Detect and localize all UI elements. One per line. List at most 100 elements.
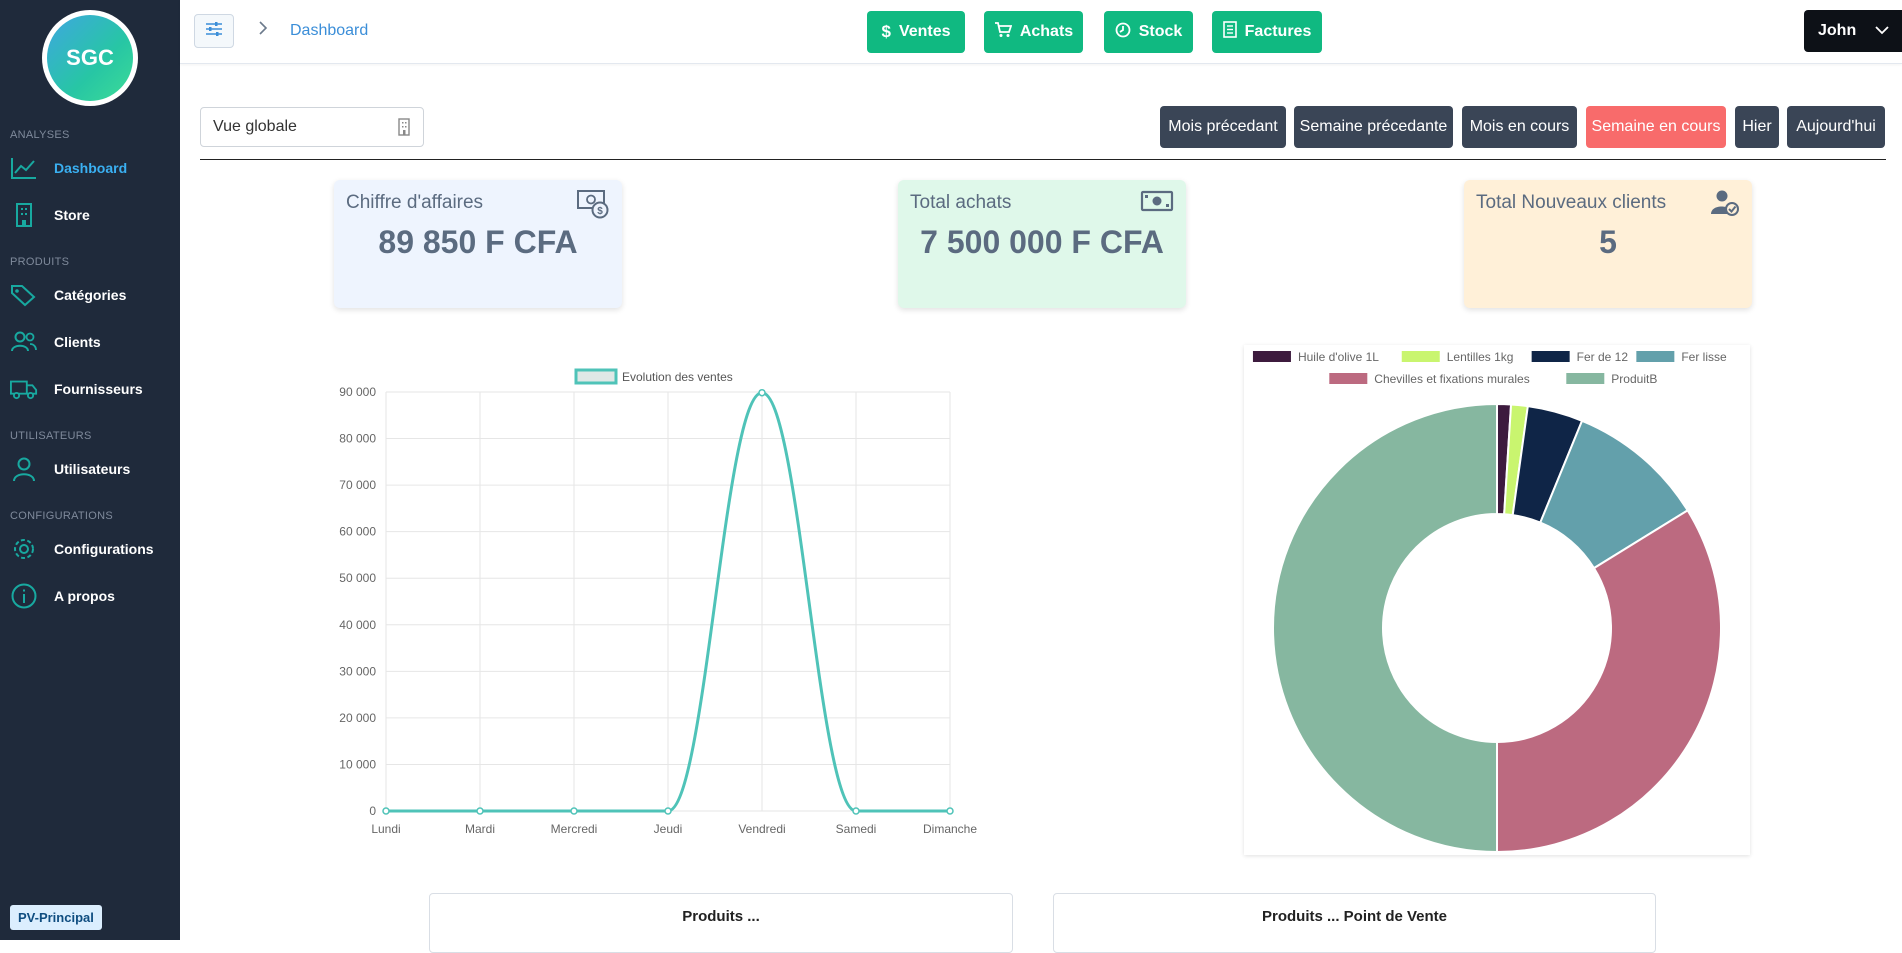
sidebar-item-dashboard[interactable]: Dashboard (0, 150, 180, 186)
data-point (758, 388, 766, 397)
sidebar-item-label: Fournisseurs (54, 381, 143, 397)
bottom-card-title: Produits ... (682, 908, 760, 925)
period-aujourdhui-button[interactable]: Aujourd'hui (1787, 106, 1885, 148)
period-mois-precedant-button[interactable]: Mois précedant (1160, 106, 1286, 148)
legend-swatch (1329, 373, 1368, 384)
divider (200, 159, 1886, 160)
donut-slice[interactable] (1272, 402, 1498, 854)
invoice-icon (1222, 21, 1237, 43)
tags-icon (10, 281, 38, 309)
bottom-card-produits: Produits ... (429, 893, 1013, 953)
y-tick-label: 50 000 (339, 571, 376, 585)
y-tick-label: 80 000 (339, 432, 376, 446)
chart-legend: Huile d'olive 1L Lentilles 1kg Fer de 12 Fe… (1252, 350, 1727, 386)
section-configurations: CONFIGURATIONS (10, 510, 113, 522)
section-analyses: ANALYSES (10, 129, 70, 141)
achats-button[interactable]: Achats (984, 11, 1083, 53)
logo-text: SGC (47, 15, 133, 101)
legend-swatch (574, 368, 618, 385)
user-menu-button[interactable]: John (1804, 10, 1902, 52)
achats-label: Achats (1019, 23, 1074, 40)
data-point (664, 807, 672, 815)
sidebar-toggle-button[interactable] (194, 14, 234, 48)
sidebar-item-configurations[interactable]: Configurations (0, 531, 180, 567)
products-donut-chart: Huile d'olive 1L Lentilles 1kg Fer de 12 Fe… (1252, 350, 1727, 854)
view-select[interactable]: Vue globale (200, 107, 424, 147)
y-tick-label: 40 000 (339, 618, 376, 632)
chevron-right-icon (258, 20, 268, 41)
x-tick-label: Jeudi (654, 822, 683, 836)
x-tick-label: Lundi (371, 822, 400, 836)
card-value: 5 (1599, 224, 1617, 260)
card-chiffre-affaires: Chiffre d'affaires 89 850 F CFA $ (334, 180, 622, 308)
x-tick-label: Mardi (465, 822, 495, 836)
chart-y-tick-labels: 0 10 000 20 000 30 000 40 000 50 000 60 000 70 … (339, 385, 376, 818)
topbar: Dashboard $ Ventes Achats Stock Factures… (180, 0, 1902, 64)
data-point (476, 807, 484, 815)
chart-grid (385, 391, 951, 812)
card-nouveaux-clients: Total Nouveaux clients 5 (1464, 180, 1752, 308)
x-tick-label: Vendredi (738, 822, 785, 836)
cart-icon (994, 21, 1013, 43)
user-check-icon (1710, 188, 1740, 223)
legend-label: Chevilles et fixations murales (1374, 372, 1529, 386)
sidebar-item-store[interactable]: Store (0, 197, 180, 233)
section-produits: PRODUITS (10, 256, 70, 268)
sidebar-item-label: Configurations (54, 541, 154, 557)
card-title: Total achats (910, 192, 1012, 213)
y-tick-label: 90 000 (339, 385, 376, 399)
data-point (570, 807, 578, 815)
y-tick-label: 20 000 (339, 711, 376, 725)
logo[interactable]: SGC (42, 10, 138, 106)
user-name: John (1818, 22, 1857, 39)
stock-button[interactable]: Stock (1104, 11, 1193, 53)
ventes-label: Ventes (898, 23, 951, 40)
chart-line-icon (10, 154, 38, 182)
sales-line-chart: 0 10 000 20 000 30 000 40 000 50 000 60 000 70 … (339, 368, 977, 836)
chart-x-tick-labels: Lundi Mardi Mercredi Jeudi Vendredi Samedi Dim… (371, 822, 977, 836)
ventes-button[interactable]: $ Ventes (867, 11, 965, 53)
sidebar-item-clients[interactable]: Clients (0, 324, 180, 360)
sidebar-item-apropos[interactable]: A propos (0, 578, 180, 614)
card-total-achats: Total achats 7 500 000 F CFA (898, 180, 1186, 308)
x-tick-label: Dimanche (923, 822, 977, 836)
period-semaine-en-cours-button[interactable]: Semaine en cours (1586, 106, 1726, 148)
bottom-card-title: Produits ... Point de Vente (1261, 908, 1448, 925)
donut-slice[interactable] (1496, 508, 1722, 854)
series-points (382, 388, 954, 815)
data-point (382, 807, 390, 815)
sidebar-item-label: A propos (54, 588, 115, 604)
pv-badge[interactable]: PV-Principal (10, 905, 102, 930)
legend-label: Fer de 12 (1577, 350, 1629, 364)
card-value: 89 850 F CFA (378, 224, 578, 260)
legend-swatch (1401, 351, 1440, 362)
y-tick-label: 10 000 (339, 757, 376, 771)
users-icon (10, 328, 38, 356)
chart-legend[interactable]: Evolution des ventes (574, 368, 733, 385)
sidebar-item-utilisateurs[interactable]: Utilisateurs (0, 451, 180, 487)
legend-label: Evolution des ventes (622, 370, 733, 384)
sidebar-item-fournisseurs[interactable]: Fournisseurs (0, 371, 180, 407)
card-value: 7 500 000 F CFA (920, 224, 1164, 260)
y-tick-label: 0 (369, 804, 376, 818)
period-hier-button[interactable]: Hier (1735, 106, 1779, 148)
chevron-down-icon (1874, 23, 1890, 42)
period-mois-en-cours-button[interactable]: Mois en cours (1462, 106, 1577, 148)
y-tick-label: 60 000 (339, 525, 376, 539)
factures-button[interactable]: Factures (1212, 11, 1322, 53)
sidebar-item-label: Dashboard (54, 160, 128, 176)
legend-swatch (1252, 351, 1291, 362)
sidebar: SGC ANALYSES Dashboard Store PRODUITS Ca… (0, 0, 180, 940)
breadcrumb[interactable]: Dashboard (290, 22, 369, 39)
building-icon (10, 201, 38, 229)
legend-swatch (1531, 351, 1570, 362)
legend-swatch (1566, 373, 1605, 384)
sidebar-item-label: Catégories (54, 287, 127, 303)
y-tick-label: 30 000 (339, 664, 376, 678)
sidebar-item-categories[interactable]: Catégories (0, 277, 180, 313)
x-tick-label: Mercredi (551, 822, 598, 836)
building-icon (397, 118, 411, 141)
money-icon: $ (576, 188, 610, 225)
period-semaine-precedante-button[interactable]: Semaine précedante (1294, 106, 1453, 148)
sidebar-item-label: Utilisateurs (54, 461, 131, 477)
